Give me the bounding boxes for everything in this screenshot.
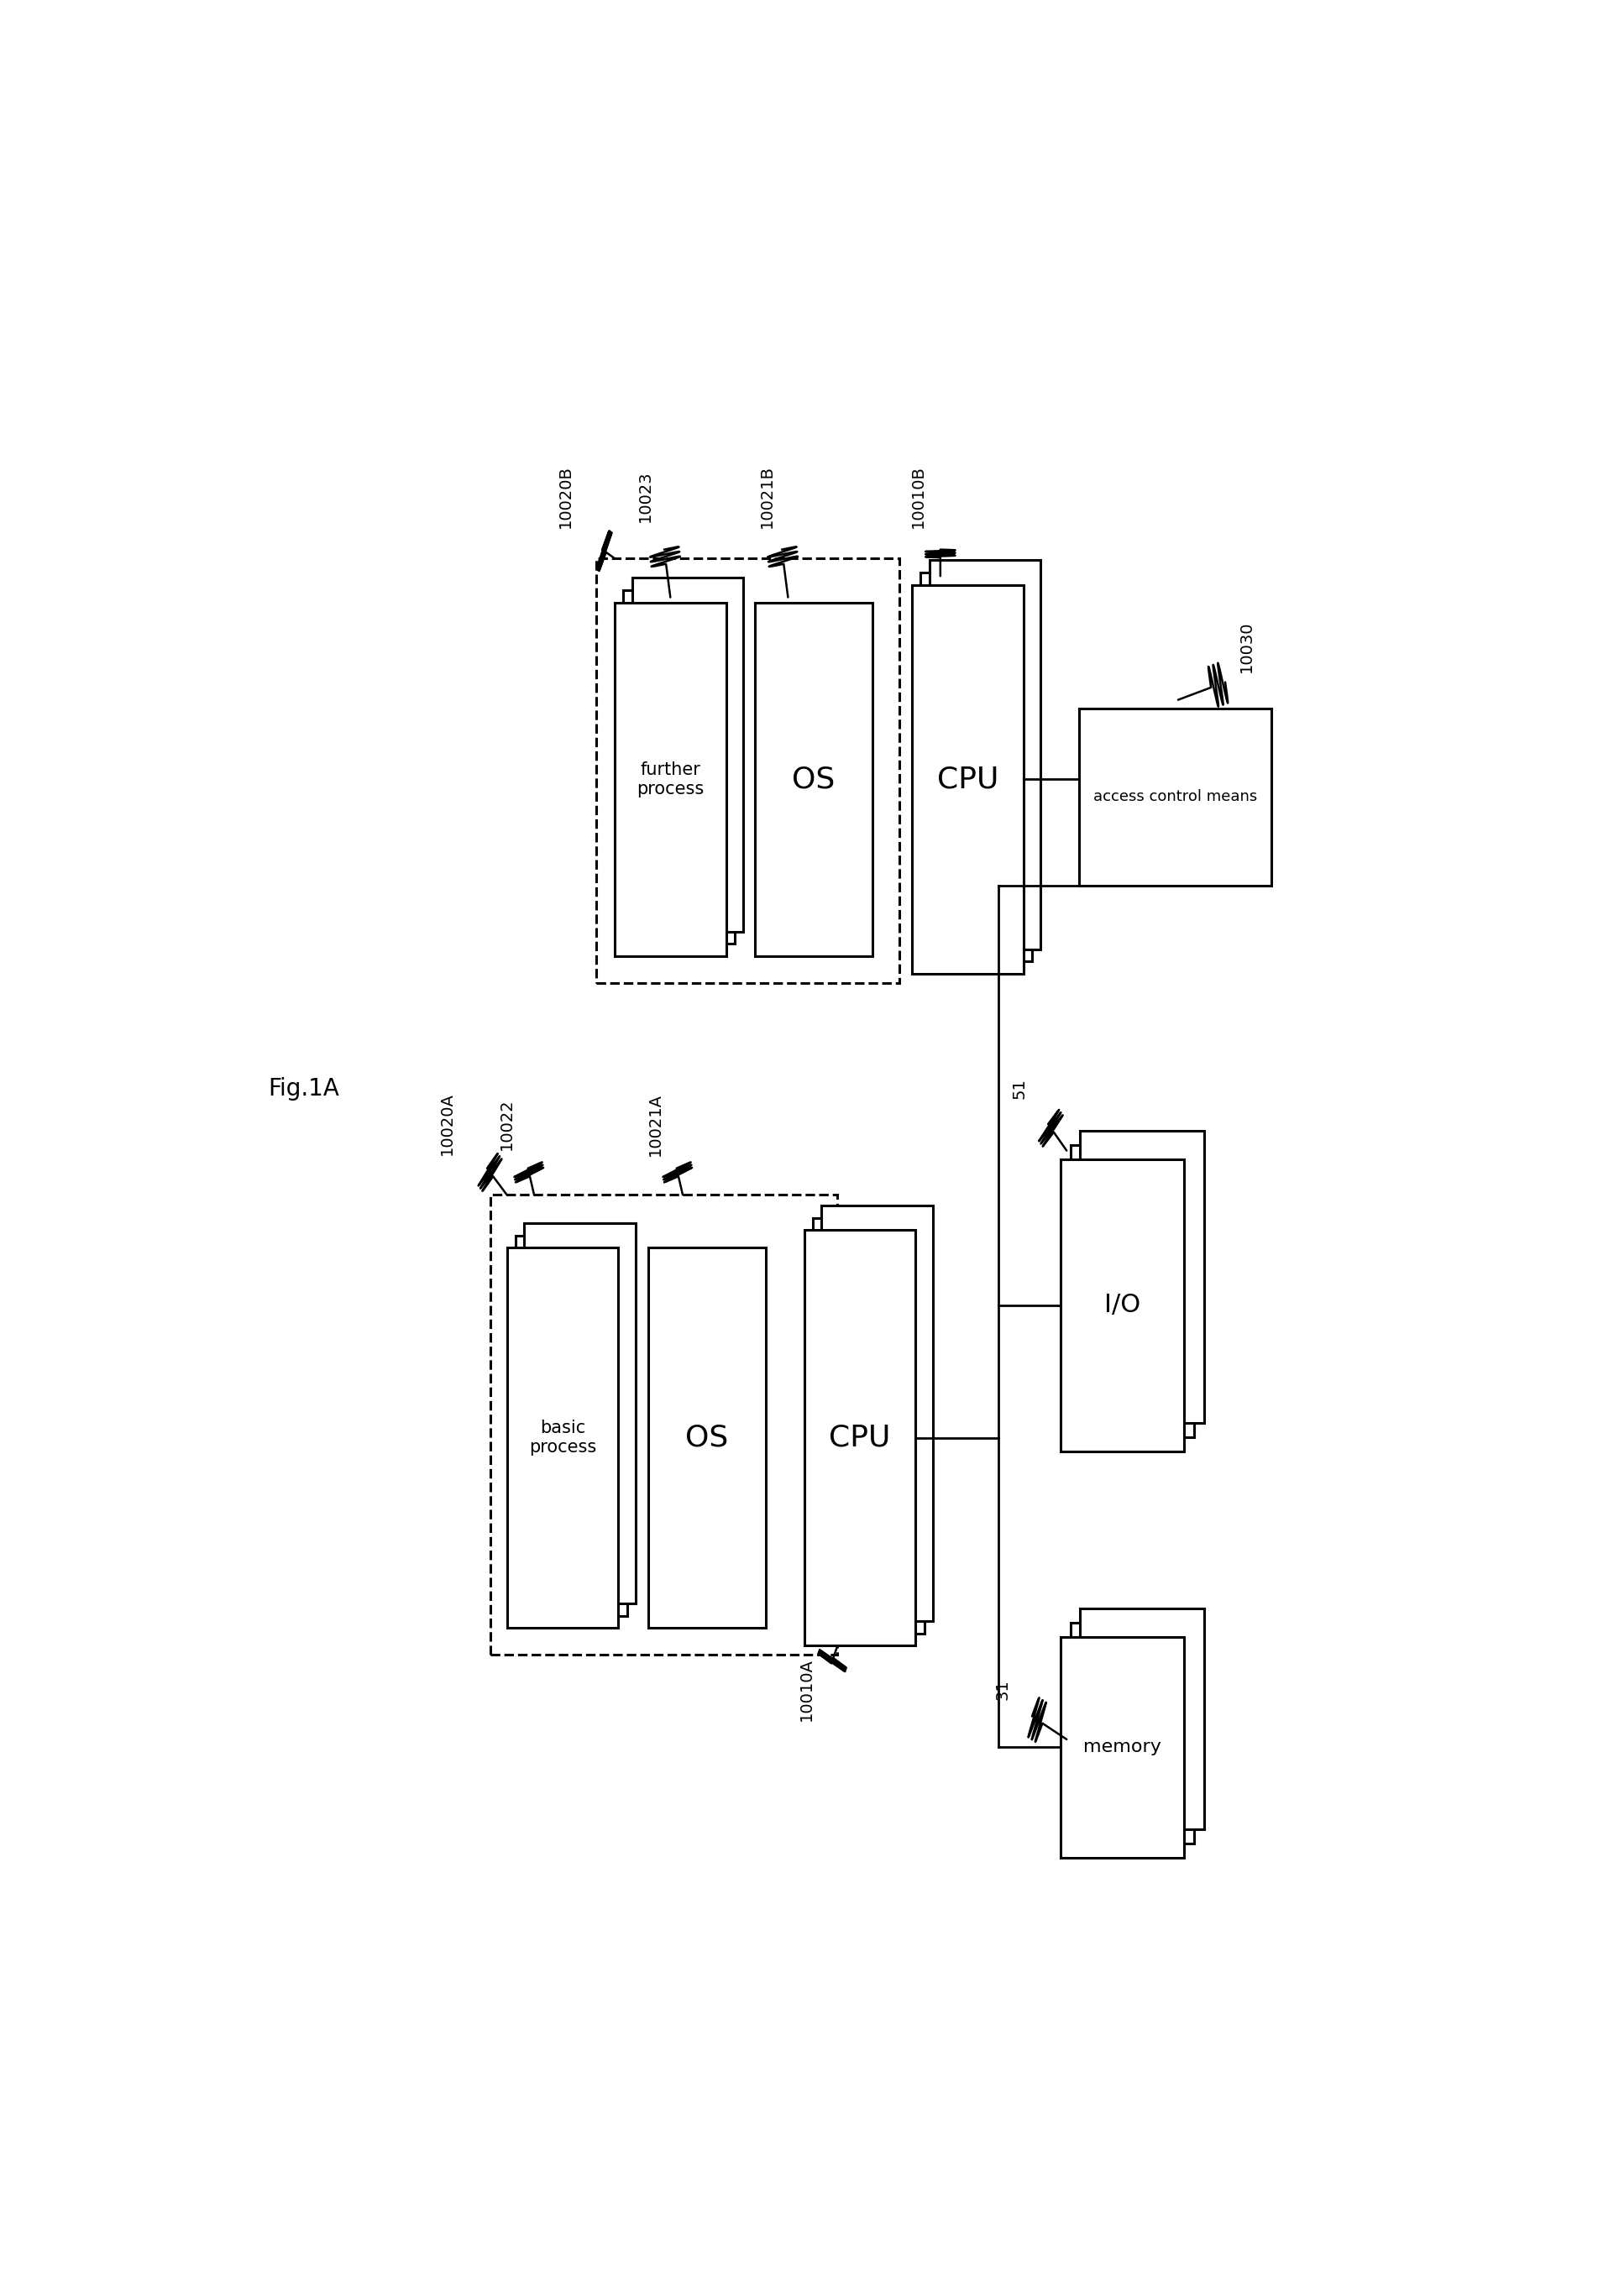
Bar bbox=[1061, 1637, 1184, 1857]
Bar bbox=[912, 585, 1023, 974]
Bar bbox=[631, 579, 743, 932]
Bar bbox=[507, 1249, 618, 1628]
Text: I/O: I/O bbox=[1104, 1293, 1141, 1318]
Bar bbox=[623, 590, 735, 944]
Text: 10021A: 10021A bbox=[647, 1093, 663, 1155]
Text: CPU: CPU bbox=[936, 765, 999, 794]
Bar bbox=[1071, 1146, 1194, 1437]
Text: 51: 51 bbox=[1012, 1079, 1028, 1100]
Text: 10020A: 10020A bbox=[439, 1093, 455, 1155]
Text: CPU: CPU bbox=[829, 1424, 890, 1451]
Text: further
process: further process bbox=[636, 762, 705, 797]
Bar bbox=[491, 1194, 837, 1655]
Text: Fig.1A: Fig.1A bbox=[268, 1077, 339, 1100]
Bar bbox=[813, 1217, 924, 1632]
Text: 10010A: 10010A bbox=[799, 1658, 815, 1722]
Bar bbox=[804, 1231, 916, 1646]
Text: OS: OS bbox=[686, 1424, 729, 1451]
Text: 10021B: 10021B bbox=[759, 466, 775, 528]
Bar bbox=[1080, 1132, 1205, 1424]
Text: OS: OS bbox=[793, 765, 834, 794]
Bar bbox=[920, 572, 1032, 962]
Bar bbox=[516, 1235, 626, 1616]
Bar bbox=[1071, 1623, 1194, 1844]
Text: basic
process: basic process bbox=[529, 1419, 596, 1456]
Bar bbox=[821, 1205, 933, 1621]
Text: memory: memory bbox=[1083, 1738, 1162, 1756]
Text: 10010B: 10010B bbox=[911, 466, 925, 528]
Bar bbox=[1061, 1159, 1184, 1451]
Bar bbox=[1079, 709, 1270, 886]
Text: 10030: 10030 bbox=[1238, 620, 1254, 673]
Bar bbox=[615, 602, 725, 955]
Bar bbox=[1080, 1609, 1205, 1830]
Bar bbox=[524, 1224, 636, 1603]
Text: access control means: access control means bbox=[1093, 790, 1258, 804]
Bar bbox=[928, 560, 1040, 948]
Text: 10023: 10023 bbox=[638, 471, 654, 523]
Bar bbox=[596, 558, 900, 983]
Text: 10020B: 10020B bbox=[558, 466, 574, 528]
Bar bbox=[649, 1249, 765, 1628]
Text: 31: 31 bbox=[994, 1678, 1010, 1701]
Bar bbox=[754, 602, 873, 955]
Text: 10022: 10022 bbox=[499, 1097, 515, 1150]
